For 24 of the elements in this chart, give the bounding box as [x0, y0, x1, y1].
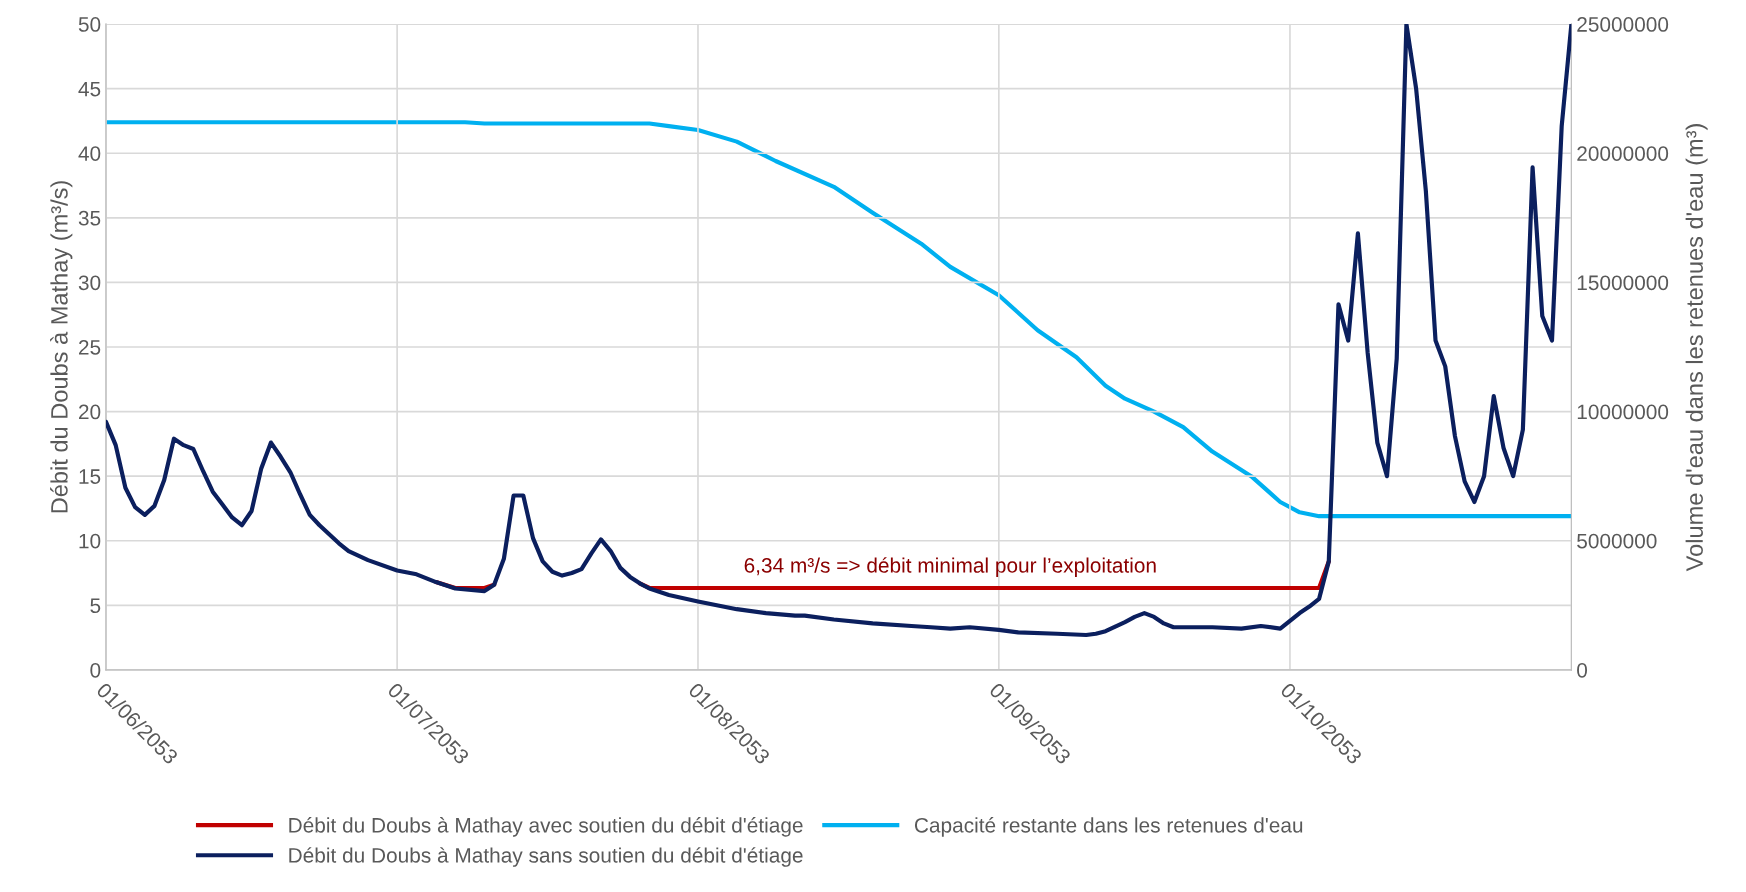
y-tick-label: 20: [79, 404, 101, 420]
y2-axis-title: Volume d'eau dans les retenues d'eau (m³): [1685, 124, 1708, 572]
y2-tick-label: 5000000: [1577, 533, 1657, 549]
y2-tick-label: 20000000: [1577, 146, 1669, 161]
legend-label: Débit du Doubs à Mathay sans soutien du débit d'étiage: [289, 847, 803, 867]
y-axis-title: Débit du Doubs à Mathay (m³/s): [50, 181, 73, 513]
legend-label: Capacité restante dans les retenues d'eau: [914, 817, 1303, 837]
y2-tick-label: 10000000: [1577, 404, 1669, 420]
y-tick-label: 45: [78, 81, 101, 97]
y2-tick-label: 25000000: [1577, 17, 1669, 32]
y-tick-label: 15: [79, 469, 101, 484]
y-tick-label: 25: [79, 339, 101, 355]
y-tick-label: 10: [79, 533, 101, 549]
legend-label: Débit du Doubs à Mathay avec soutien du débit d'étiage: [289, 817, 803, 837]
line-series: [105, 120, 1572, 519]
y-tick-label: 50: [78, 17, 101, 32]
y2-tick-label: 0: [1577, 662, 1588, 678]
y-tick-label: 40: [78, 146, 101, 161]
y-tick-label: 5: [90, 598, 101, 614]
y2-tick-label: 15000000: [1577, 275, 1669, 291]
annotation: 6,34 m³/s => débit minimal pour l’exploitation: [744, 557, 1156, 577]
y-tick-label: 0: [90, 662, 101, 678]
y-tick-label: 30: [78, 275, 101, 291]
y-tick-label: 35: [78, 210, 101, 226]
